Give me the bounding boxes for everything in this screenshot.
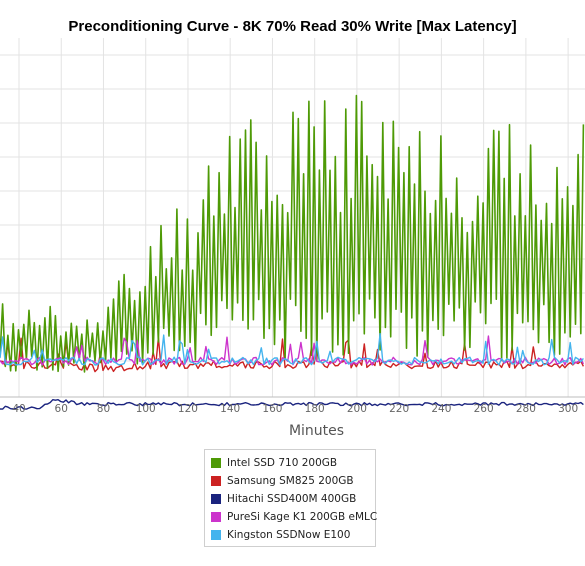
x-tick-label: 260 (474, 403, 494, 415)
chart-title: Preconditioning Curve - 8K 70% Read 30% … (68, 18, 517, 35)
legend-swatch (211, 512, 221, 522)
x-tick-label: 180 (305, 403, 325, 415)
series-line-0 (0, 94, 585, 373)
series-line-4 (0, 332, 584, 366)
legend-item: Hitachi SSD400M 400GB (211, 490, 369, 508)
legend-swatch (211, 458, 221, 468)
x-tick-label: 140 (220, 403, 240, 415)
x-tick-labels: 40 60 80 100 120 140 160 180 200 220 240 260 280 300 (12, 403, 578, 415)
legend-swatch (211, 494, 221, 504)
line-chart: 40 60 80 100 120 140 160 180 200 220 240 260 280 300 (0, 38, 585, 415)
legend-label: Samsung SM825 200GB (227, 475, 354, 487)
x-tick-label: 160 (262, 403, 282, 415)
x-tick-label: 280 (516, 403, 536, 415)
legend-item: Intel SSD 710 200GB (211, 454, 369, 472)
legend-item: Samsung SM825 200GB (211, 472, 369, 490)
x-tick-label: 120 (178, 403, 198, 415)
x-tick-label: 100 (136, 403, 156, 415)
series-line-2 (0, 399, 584, 410)
x-tick-label: 300 (558, 403, 578, 415)
x-tick-label: 220 (389, 403, 409, 415)
legend-item: Kingston SSDNow E100 (211, 526, 369, 544)
series-line-1 (0, 337, 585, 373)
legend: Intel SSD 710 200GB Samsung SM825 200GB Hi… (204, 449, 377, 547)
x-tick-label: 80 (97, 403, 110, 415)
x-axis-label: Minutes (288, 423, 345, 439)
series-layer (0, 94, 585, 410)
legend-swatch (211, 530, 221, 540)
legend-item: PureSi Kage K1 200GB eMLC (211, 508, 377, 526)
x-tick-label: 240 (431, 403, 451, 415)
x-tick-label: 60 (55, 403, 68, 415)
legend-label: PureSi Kage K1 200GB eMLC (227, 511, 378, 523)
legend-swatch (211, 476, 221, 486)
legend-label: Intel SSD 710 200GB (227, 457, 338, 469)
x-tick-label: 200 (347, 403, 367, 415)
legend-label: Hitachi SSD400M 400GB (227, 493, 357, 505)
legend-label: Kingston SSDNow E100 (227, 529, 351, 541)
x-tick-label: 40 (12, 403, 25, 415)
